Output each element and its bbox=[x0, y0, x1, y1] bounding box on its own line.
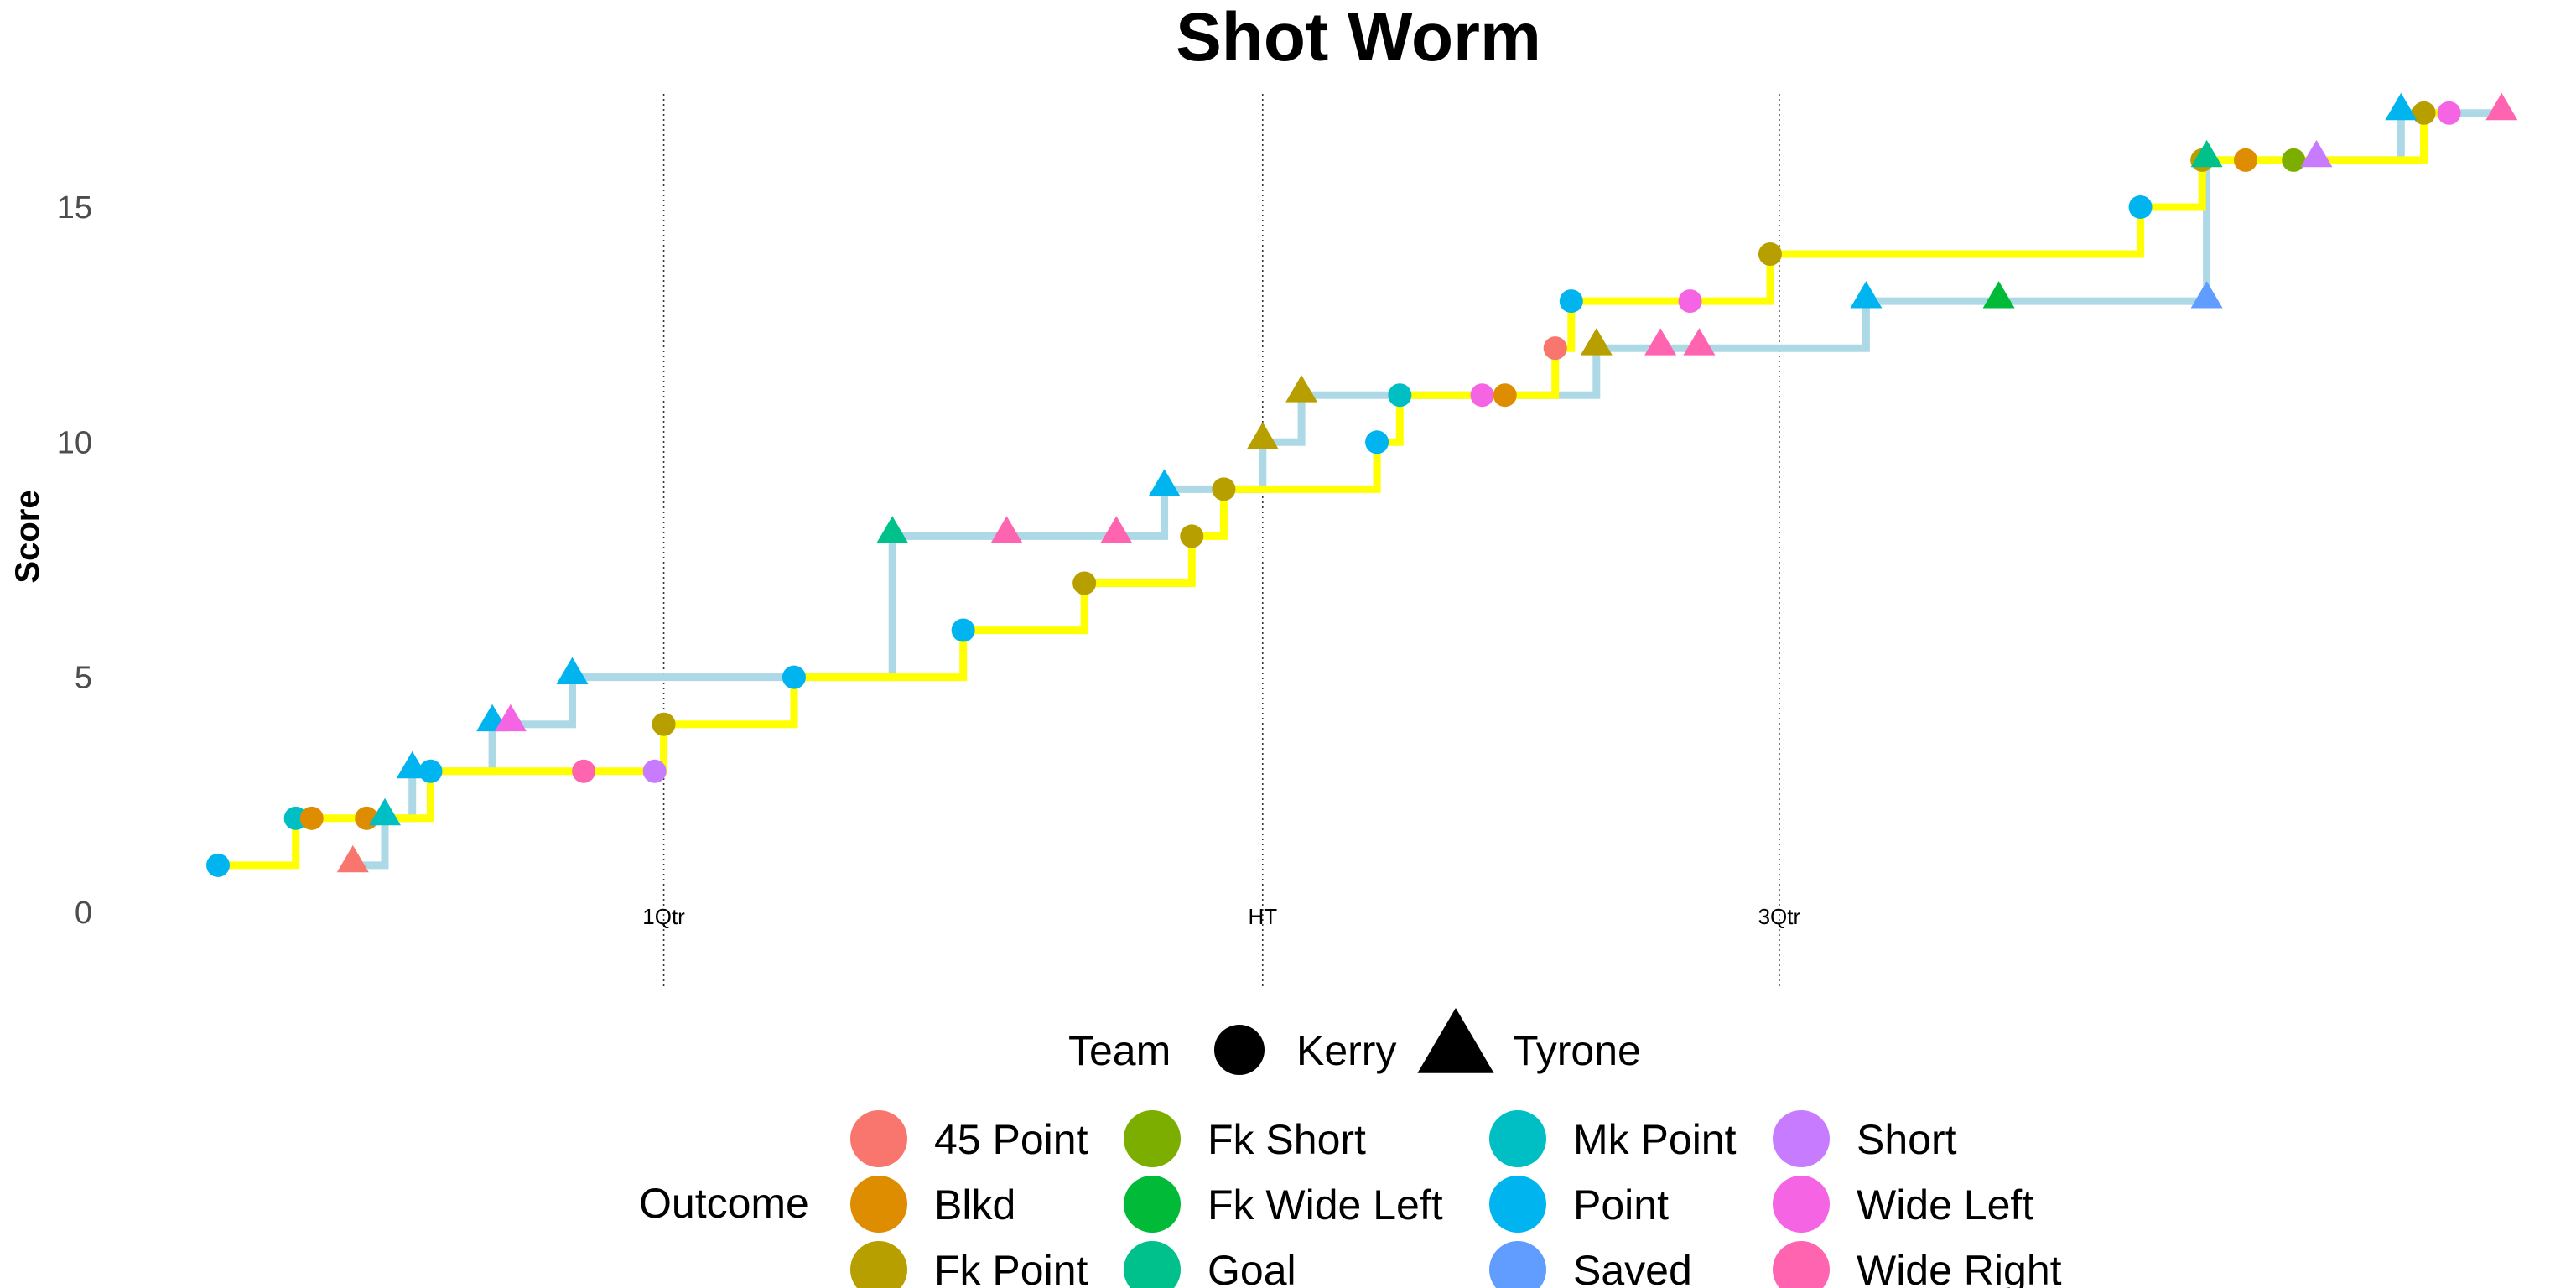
kerry-shot-marker bbox=[1180, 524, 1204, 548]
legend-circle-icon bbox=[1214, 1025, 1265, 1075]
legend-outcome-label: Wide Left bbox=[1857, 1182, 2033, 1228]
period-label: HT bbox=[1248, 904, 1277, 929]
legend-swatch bbox=[850, 1241, 907, 1288]
legend-swatch bbox=[1124, 1241, 1181, 1288]
legend-outcome-label: Point bbox=[1573, 1182, 1669, 1228]
kerry-shot-marker bbox=[782, 665, 806, 689]
tyrone-shot-marker bbox=[1644, 328, 1677, 356]
tyrone-shot-marker bbox=[336, 844, 369, 873]
legend-team-kerry: Kerry bbox=[1296, 1027, 1396, 1074]
tyrone-shot-marker bbox=[2190, 281, 2223, 309]
kerry-shot-marker bbox=[1072, 571, 1097, 595]
kerry-shot-marker bbox=[1543, 336, 1567, 361]
tyrone-shot-marker bbox=[1285, 375, 1318, 402]
period-label: 3Qtr bbox=[1758, 904, 1801, 929]
tyrone-shot-marker bbox=[1246, 422, 1279, 449]
kerry-shot-marker bbox=[1470, 383, 1494, 408]
kerry-shot-marker bbox=[1559, 289, 1583, 314]
legend-outcome-title: Outcome bbox=[639, 1180, 809, 1227]
kerry-shot-marker bbox=[2233, 148, 2257, 172]
legend-swatch bbox=[850, 1110, 907, 1167]
kerry-shot-marker bbox=[951, 618, 975, 642]
legend-outcome-label: 45 Point bbox=[934, 1116, 1088, 1163]
tyrone-shot-marker bbox=[556, 657, 589, 684]
legend-outcome-label: Fk Wide Left bbox=[1208, 1182, 1443, 1228]
tyrone-shot-marker bbox=[1580, 328, 1613, 356]
legend-outcome-label: Saved bbox=[1573, 1247, 1692, 1288]
tyrone-shot-marker bbox=[1148, 469, 1181, 496]
legend-outcome-label: Mk Point bbox=[1573, 1116, 1737, 1163]
kerry-shot-marker bbox=[2437, 101, 2461, 125]
tyrone-shot-marker bbox=[2300, 139, 2333, 168]
legend-outcome-label: Short bbox=[1857, 1116, 1957, 1163]
kerry-shot-marker bbox=[572, 759, 596, 783]
kerry-shot-marker bbox=[2282, 148, 2306, 172]
kerry-shot-marker bbox=[1758, 242, 1782, 267]
kerry-shot-marker bbox=[1493, 383, 1517, 408]
legend-swatch bbox=[1773, 1110, 1830, 1167]
legend-swatch bbox=[1489, 1110, 1546, 1167]
y-tick-label: 0 bbox=[75, 896, 92, 931]
legend-swatch bbox=[850, 1176, 907, 1233]
legend-swatch bbox=[1773, 1176, 1830, 1233]
y-tick-label: 5 bbox=[75, 661, 92, 696]
period-label: 1Qtr bbox=[642, 904, 685, 929]
kerry-shot-marker bbox=[1678, 289, 1702, 314]
y-axis-ticks: 0 5 10 15 bbox=[57, 190, 92, 931]
legend-swatch bbox=[1489, 1176, 1546, 1233]
tyrone-shot-marker bbox=[396, 750, 428, 779]
legend-outcome-label: Fk Short bbox=[1208, 1116, 1366, 1163]
tyrone-shot-marker bbox=[990, 516, 1023, 543]
y-axis-label: Score bbox=[9, 490, 46, 583]
tyrone-shot-marker bbox=[2190, 139, 2223, 168]
tyrone-shot-marker bbox=[2385, 92, 2418, 121]
legend-outcome-label: Blkd bbox=[934, 1182, 1015, 1228]
chart-title: Shot Worm bbox=[1176, 0, 1541, 75]
series-line-kerry bbox=[218, 109, 2449, 870]
kerry-shot-marker bbox=[642, 759, 667, 783]
legend: Team Kerry Tyrone Outcome 45 Point Blkd Fk Poi… bbox=[639, 1008, 2062, 1288]
kerry-shot-marker bbox=[2412, 101, 2436, 125]
kerry-shot-marker bbox=[1388, 383, 1412, 408]
tyrone-shot-marker bbox=[876, 516, 909, 543]
period-markers: 1Qtr HT 3Qtr bbox=[642, 94, 1800, 986]
tyrone-shot-marker bbox=[1850, 281, 1883, 309]
tyrone-shot-marker bbox=[2485, 92, 2518, 121]
kerry-shot-marker bbox=[652, 712, 676, 736]
legend-outcome-label: Goal bbox=[1208, 1247, 1296, 1288]
legend-swatch bbox=[1124, 1110, 1181, 1167]
legend-swatch bbox=[1489, 1241, 1546, 1288]
legend-swatch bbox=[1124, 1176, 1181, 1233]
legend-outcome-label: Wide Right bbox=[1857, 1247, 2062, 1288]
y-tick-label: 15 bbox=[57, 190, 92, 226]
tyrone-shot-marker bbox=[494, 704, 527, 732]
tyrone-shot-marker bbox=[369, 797, 401, 826]
series-lines bbox=[218, 109, 2502, 870]
kerry-shot-marker bbox=[299, 806, 324, 830]
kerry-shot-marker bbox=[1365, 430, 1389, 454]
legend-triangle-icon bbox=[1417, 1008, 1494, 1073]
y-tick-label: 10 bbox=[57, 425, 92, 460]
shot-markers bbox=[206, 92, 2518, 877]
legend-swatch bbox=[1773, 1241, 1830, 1288]
kerry-shot-marker bbox=[2128, 195, 2153, 219]
series-line-tyrone bbox=[352, 109, 2502, 870]
tyrone-shot-marker bbox=[1683, 328, 1716, 356]
kerry-shot-marker bbox=[1212, 477, 1236, 501]
tyrone-shot-marker bbox=[1982, 281, 2015, 309]
legend-team-title: Team bbox=[1068, 1027, 1171, 1074]
legend-outcome-label: Fk Point bbox=[934, 1247, 1088, 1288]
kerry-shot-marker bbox=[206, 853, 230, 877]
tyrone-shot-marker bbox=[1100, 516, 1133, 543]
legend-team-tyrone: Tyrone bbox=[1513, 1027, 1641, 1074]
